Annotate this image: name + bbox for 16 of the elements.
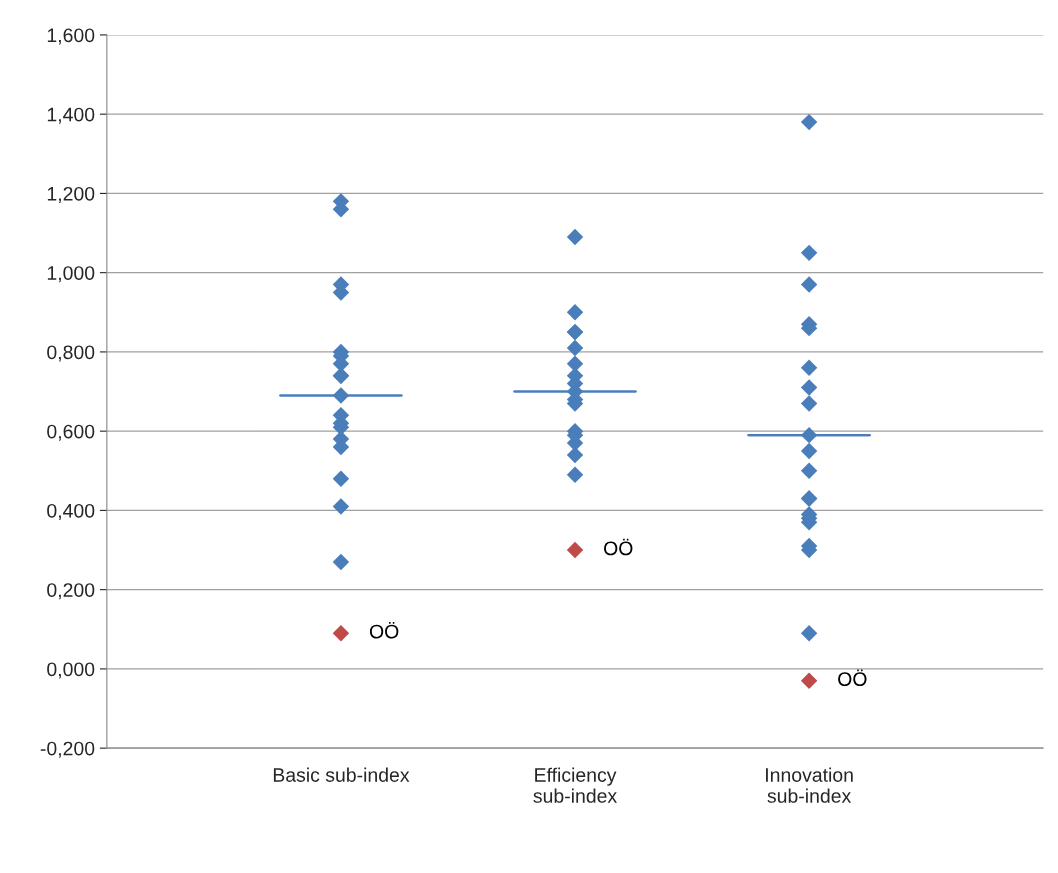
y-tick-label: 1,600 <box>47 28 95 45</box>
y-tick-label: 0,600 <box>47 424 95 441</box>
y-tick-label: 0,800 <box>47 345 95 362</box>
x-tick-label: Efficiency sub-index <box>533 767 617 803</box>
x-tick-label: Basic sub-index <box>273 767 410 782</box>
series-label: OÖ <box>369 622 399 639</box>
y-tick-label: 1,000 <box>47 266 95 283</box>
text: OÖ <box>838 669 867 687</box>
y-tick-label: 1,200 <box>47 186 95 203</box>
y-tick-label: 1,400 <box>47 107 95 124</box>
y-tick-label: -0,200 <box>40 741 95 758</box>
y-tick-label: 0,400 <box>47 503 95 520</box>
x-tick-label: Innovation sub-index <box>766 767 853 803</box>
y-tick-label: 0,200 <box>47 583 95 600</box>
text: OÖ <box>604 538 633 556</box>
y-tick-label: 0,000 <box>47 662 95 679</box>
